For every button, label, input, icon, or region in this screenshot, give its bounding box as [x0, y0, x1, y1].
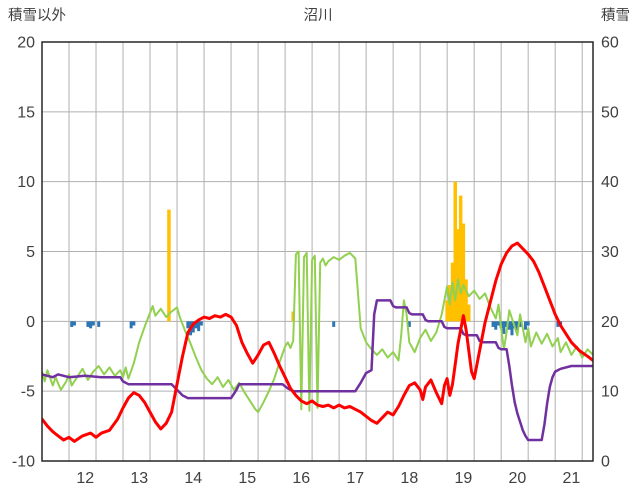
precip-bars-blue-bar: [494, 321, 498, 330]
x-axis-tick-label: 21: [562, 470, 580, 487]
x-axis-tick-label: 12: [76, 470, 94, 487]
plot-border: [41, 41, 594, 462]
precip-bars-blue-bar: [186, 321, 190, 329]
snowfall-bars-orange-bar: [467, 304, 471, 322]
right-axis-tick-label: 0: [601, 454, 610, 471]
right-axis-tick-label: 30: [601, 244, 619, 261]
left-axis-tick-label: -5: [21, 384, 35, 401]
precip-bars-blue-bar: [86, 321, 90, 327]
left-axis-tick-label: 20: [17, 35, 35, 52]
right-axis-tick-label: 10: [601, 384, 619, 401]
precip-bars-blue-bar: [510, 321, 514, 336]
precip-bars-blue-bar: [194, 321, 198, 329]
x-axis-tick-label: 15: [238, 470, 256, 487]
precip-bars-blue-bar: [496, 321, 500, 326]
snowfall-bars-orange-bar: [445, 300, 449, 322]
red-line: [42, 241, 593, 443]
precip-bars-blue-bar: [197, 321, 201, 332]
left-axis-tick-label: -10: [12, 454, 35, 471]
x-axis-tick-label: 18: [400, 470, 418, 487]
snowfall-bars-orange-bar: [450, 262, 455, 322]
green-line: [42, 250, 593, 414]
left-axis-tick-label: 10: [17, 174, 35, 191]
series-layer: [42, 181, 593, 443]
precip-bars-blue-bar: [407, 321, 411, 327]
x-axis-tick-label: 20: [508, 470, 526, 487]
snowfall-bars-orange-bar: [458, 195, 463, 322]
snowfall-bars-orange-bar: [167, 209, 171, 322]
precip-bars-blue-bar: [526, 321, 530, 326]
precip-bars-blue-bar: [491, 321, 495, 327]
right-axis-tick-label: 60: [601, 35, 619, 52]
precip-bars-blue-bar: [132, 321, 136, 326]
precip-bars-blue-bar: [505, 321, 509, 327]
precip-bars-blue-bar: [507, 321, 511, 330]
precip-bars-blue-bar: [502, 321, 506, 334]
right-axis-title: 積雪: [601, 8, 630, 24]
x-axis-tick-label: 16: [292, 470, 310, 487]
left-axis-tick-label: 15: [17, 104, 35, 121]
precip-bars-blue-bar: [70, 321, 74, 327]
precip-bars-blue-bar: [332, 321, 336, 327]
x-axis-tick-label: 17: [346, 470, 364, 487]
purple-line: [42, 299, 593, 442]
precip-bars-blue-bar: [199, 321, 203, 326]
precip-bars-blue-bar: [129, 321, 133, 329]
snowfall-bars-orange-bar: [461, 223, 466, 322]
precip-bars-blue-bar: [72, 321, 76, 326]
precip-bars-blue-bar: [515, 321, 519, 332]
chart-title: 沼川: [303, 8, 333, 24]
snowfall-bars-orange-bar: [453, 181, 457, 322]
precip-bars-blue-bar: [523, 321, 527, 330]
right-axis-tick-label: 50: [601, 104, 619, 121]
x-axis-tick-label: 19: [454, 470, 472, 487]
precip-bars-blue-bar: [518, 321, 522, 327]
snowfall-bars-orange-bar: [464, 279, 468, 322]
x-axis-tick-label: 14: [184, 470, 202, 487]
snowfall-bars-orange-bar: [456, 229, 460, 322]
right-axis-tick-label: 40: [601, 174, 619, 191]
precip-bars-blue-bar: [89, 321, 93, 329]
left-axis-title: 積雪以外: [8, 8, 66, 24]
left-axis-tick-label: 0: [26, 314, 35, 331]
precip-bars-blue-bar: [556, 321, 560, 327]
left-axis-tick-label: 5: [26, 244, 35, 261]
right-axis-tick-label: 20: [601, 314, 619, 331]
x-axis-tick-label: 13: [130, 470, 148, 487]
precip-bars-blue-bar: [97, 321, 101, 327]
precip-bars-blue-bar: [91, 321, 95, 326]
